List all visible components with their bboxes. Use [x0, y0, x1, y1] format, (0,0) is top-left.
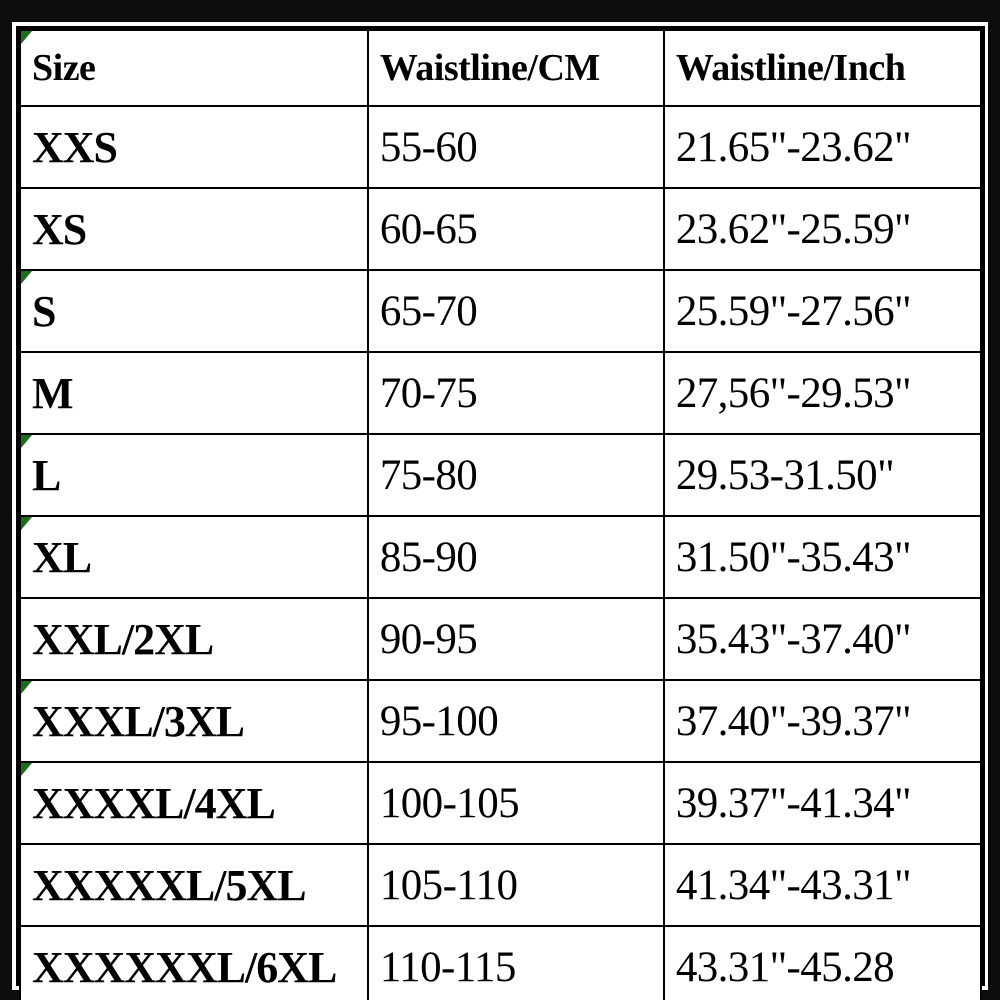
cell-waistline-cm: 105-110: [366, 843, 665, 927]
cell-waistline-inch: 31.50"-35.43": [662, 515, 983, 599]
header-row: Size Waistline/CM Waistline/Inch: [19, 29, 983, 107]
table-row: XL 85-90 31.50"-35.43": [19, 515, 983, 599]
column-header-waistline-cm: Waistline/CM: [366, 29, 665, 107]
column-header-size: Size: [19, 29, 369, 107]
table-row: XXXXXXL/6XL 110-115 43.31"-45.28: [19, 925, 983, 1000]
cell-waistline-cm: 65-70: [366, 269, 665, 353]
cell-waistline-cm: 75-80: [366, 433, 665, 517]
cell-waistline-inch: 39.37"-41.34": [662, 761, 983, 845]
table-row: S 65-70 25.59"-27.56": [19, 269, 983, 353]
cell-size: XXL/2XL: [19, 597, 369, 681]
cell-waistline-inch: 29.53-31.50": [662, 433, 983, 517]
table-header: Size Waistline/CM Waistline/Inch: [19, 29, 983, 107]
column-header-waistline-inch: Waistline/Inch: [662, 29, 983, 107]
cell-size: XXS: [19, 105, 369, 189]
table-row: XXL/2XL 90-95 35.43"-37.40": [19, 597, 983, 681]
cell-waistline-inch: 43.31"-45.28: [662, 925, 983, 1000]
cell-waistline-inch: 41.34"-43.31": [662, 843, 983, 927]
cell-waistline-inch: 23.62"-25.59": [662, 187, 983, 271]
cell-waistline-cm: 85-90: [366, 515, 665, 599]
cell-size: XXXL/3XL: [19, 679, 369, 763]
cell-waistline-cm: 95-100: [366, 679, 665, 763]
cell-size: XXXXL/4XL: [19, 761, 369, 845]
size-chart-table: Size Waistline/CM Waistline/Inch XXS 55-6…: [19, 29, 983, 1000]
cell-size: M: [19, 351, 369, 435]
table-row: XXS 55-60 21.65"-23.62": [19, 105, 983, 189]
table-body: XXS 55-60 21.65"-23.62" XS 60-65 23.62"-25.59…: [19, 105, 983, 1000]
cell-size: S: [19, 269, 369, 353]
cell-waistline-cm: 110-115: [366, 925, 665, 1000]
cell-waistline-inch: 21.65"-23.62": [662, 105, 983, 189]
cell-waistline-cm: 90-95: [366, 597, 665, 681]
cell-size: XL: [19, 515, 369, 599]
cell-size: XXXXXXL/6XL: [19, 925, 369, 1000]
cell-size: L: [19, 433, 369, 517]
cell-waistline-cm: 70-75: [366, 351, 665, 435]
cell-waistline-inch: 25.59"-27.56": [662, 269, 983, 353]
cell-waistline-cm: 100-105: [366, 761, 665, 845]
cell-waistline-cm: 55-60: [366, 105, 665, 189]
table-row: L 75-80 29.53-31.50": [19, 433, 983, 517]
cell-waistline-inch: 27,56"-29.53": [662, 351, 983, 435]
table-row: XS 60-65 23.62"-25.59": [19, 187, 983, 271]
table-row: XXXXL/4XL 100-105 39.37"-41.34": [19, 761, 983, 845]
cell-waistline-inch: 35.43"-37.40": [662, 597, 983, 681]
table-row: XXXXXL/5XL 105-110 41.34"-43.31": [19, 843, 983, 927]
cell-waistline-inch: 37.40"-39.37": [662, 679, 983, 763]
cell-size: XXXXXL/5XL: [19, 843, 369, 927]
cell-waistline-cm: 60-65: [366, 187, 665, 271]
cell-size: XS: [19, 187, 369, 271]
table-row: M 70-75 27,56"-29.53": [19, 351, 983, 435]
table-row: XXXL/3XL 95-100 37.40"-39.37": [19, 679, 983, 763]
size-chart-container: Size Waistline/CM Waistline/Inch XXS 55-6…: [16, 26, 985, 1000]
